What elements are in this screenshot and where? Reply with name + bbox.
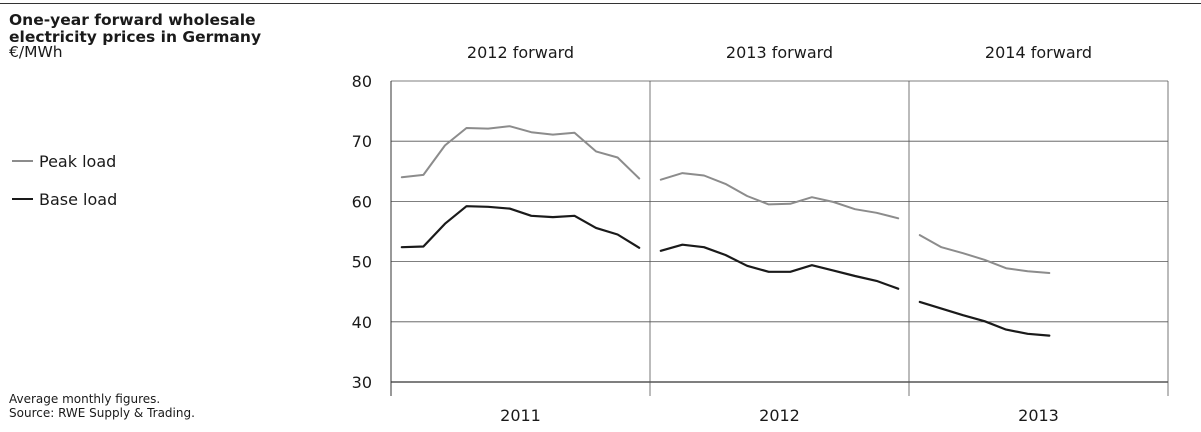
x-tick-label-2012: 2012	[759, 406, 800, 425]
y-tick-label-40: 40	[352, 313, 372, 332]
footnote: Average monthly figures. Source: RWE Sup…	[9, 392, 269, 420]
chart-title: One-year forward wholesale electricity p…	[9, 11, 262, 46]
legend: Peak load Base load	[12, 152, 117, 228]
legend-item-peak-load: Peak load	[12, 152, 117, 190]
panel-title-2012: 2013 forward	[726, 43, 833, 62]
legend-item-base-load: Base load	[12, 190, 117, 228]
y-tick-label-30: 30	[352, 373, 372, 392]
unit-label: €/MWh	[9, 43, 63, 61]
series-line-peak-load-2012	[659, 172, 900, 220]
panel-title-2013: 2014 forward	[985, 43, 1092, 62]
series-line-base-load-2011	[400, 205, 641, 249]
footnote-line-2: Source: RWE Supply & Trading.	[9, 406, 195, 420]
x-tick-label-2011: 2011	[500, 406, 541, 425]
series-line-base-load-2012	[659, 243, 900, 290]
y-tick-label-80: 80	[352, 72, 372, 91]
series-line-peak-load-2011	[400, 125, 641, 180]
footnote-line-1: Average monthly figures.	[9, 392, 161, 406]
y-tick-label-70: 70	[352, 132, 372, 151]
legend-swatch-base-load	[12, 197, 33, 200]
legend-swatch-peak-load	[12, 159, 33, 162]
y-tick-label-50: 50	[352, 253, 372, 272]
y-tick-label-60: 60	[352, 192, 372, 211]
x-tick-label-2013: 2013	[1018, 406, 1059, 425]
series-line-base-load-2013	[918, 300, 1051, 337]
panel-title-2011: 2012 forward	[467, 43, 574, 62]
top-rule	[0, 3, 1201, 4]
legend-label-base-load: Base load	[39, 190, 118, 209]
legend-label-peak-load: Peak load	[39, 152, 117, 171]
series-line-peak-load-2013	[918, 234, 1051, 274]
